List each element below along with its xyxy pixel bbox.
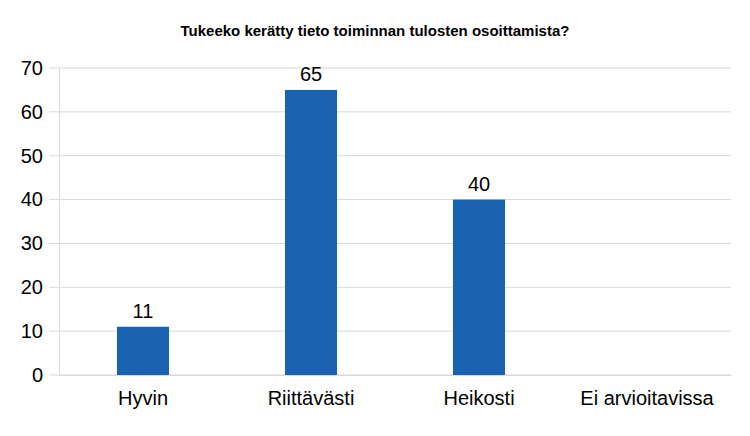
y-tick-label: 10 [21,320,43,342]
bars [117,90,505,375]
chart: Tukeeko kerätty tieto toiminnan tulosten… [0,0,750,436]
x-tick-label: Hyvin [118,387,168,409]
y-tick: 40 [21,188,59,210]
bar [285,90,337,375]
grid-line [49,111,731,112]
data-label: 11 [133,300,154,322]
y-tick: 10 [21,320,59,342]
grid-line [49,199,731,200]
y-axis-line [59,69,60,376]
title: Tukeeko kerätty tieto toiminnan tulosten… [181,22,570,39]
bar [453,200,505,375]
data-label: 65 [300,63,322,85]
x-tick: Heikosti [443,375,514,409]
y-tick-label: 60 [21,101,43,123]
y-tick: 30 [21,232,59,254]
x-tick: Hyvin [118,375,168,409]
y-tick-label: 30 [21,232,43,254]
data-label: 40 [468,173,490,195]
x-tick-label: Riittävästi [268,387,355,409]
y-tick: 60 [21,101,59,123]
grid-line [49,287,731,288]
x-tick-label: Ei arvioitavissa [580,387,714,409]
y-axis: 0 10 20 30 40 50 60 70 [21,57,60,386]
x-axis-line [60,375,732,376]
y-tick-label: 50 [21,145,43,167]
y-tick: 70 [21,57,59,79]
x-tick-label: Heikosti [443,387,514,409]
grid-line [49,155,731,156]
y-tick-label: 0 [32,364,43,386]
data-labels: 11 65 40 [133,63,491,322]
x-tick: Riittävästi [268,375,355,409]
y-tick: 50 [21,145,59,167]
x-tick: Ei arvioitavissa [580,375,714,409]
y-tick-label: 20 [21,276,43,298]
grid-line [49,243,731,244]
y-tick-label: 70 [21,57,43,79]
grid [49,68,731,375]
y-tick-label: 40 [21,188,43,210]
grid-line [49,68,731,69]
plot: 0 10 20 30 40 50 60 70 Hyvin Riittävästi Heikosti E… [21,57,732,409]
y-tick: 20 [21,276,59,298]
y-tick: 0 [32,364,59,386]
bar [117,327,169,375]
x-axis: Hyvin Riittävästi Heikosti Ei arvioitavissa [60,375,732,409]
